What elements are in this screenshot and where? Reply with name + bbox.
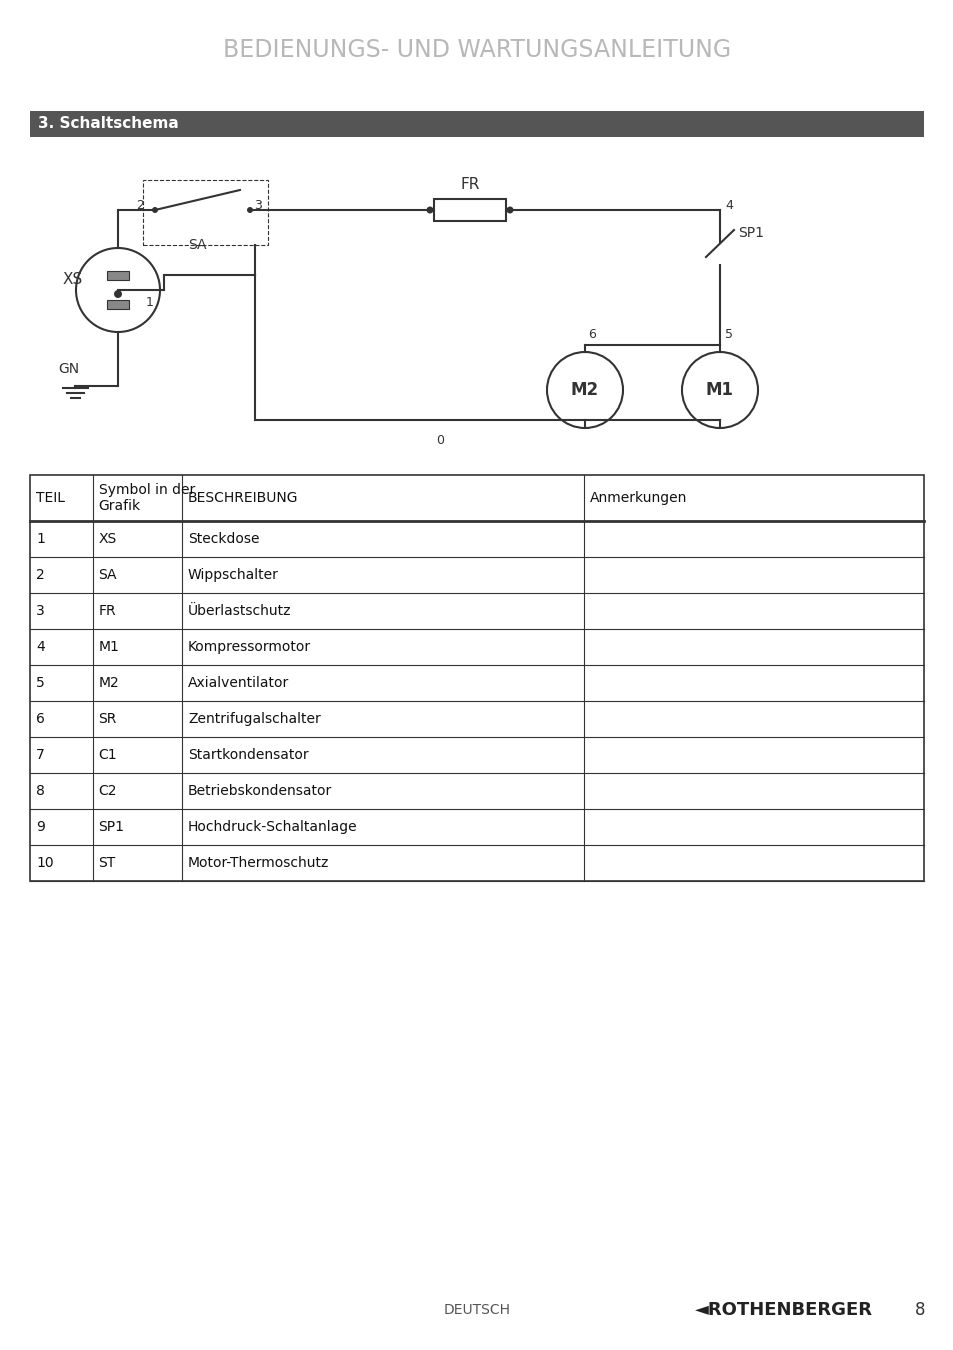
Text: 4: 4	[36, 640, 45, 653]
Text: 9: 9	[36, 819, 45, 834]
Text: 3. Schaltschema: 3. Schaltschema	[38, 116, 178, 131]
Text: 8: 8	[36, 784, 45, 798]
Bar	[30, 111, 923, 136]
Text: Wippschalter: Wippschalter	[188, 568, 278, 582]
Text: 5: 5	[36, 676, 45, 690]
Text: ST: ST	[98, 856, 115, 869]
Bar	[107, 300, 129, 309]
Circle shape	[506, 207, 513, 213]
Text: 6: 6	[587, 328, 596, 342]
Text: Steckdose: Steckdose	[188, 532, 259, 545]
Text: TEIL: TEIL	[36, 491, 65, 505]
Text: Überlastschutz: Überlastschutz	[188, 603, 292, 618]
Text: Symbol in der
Grafik: Symbol in der Grafik	[98, 483, 194, 513]
Text: BESCHREIBUNG: BESCHREIBUNG	[188, 491, 298, 505]
Circle shape	[426, 207, 433, 213]
Text: 1: 1	[36, 532, 45, 545]
Text: Startkondensator: Startkondensator	[188, 748, 308, 761]
Text: DEUTSCH: DEUTSCH	[443, 1303, 510, 1318]
Text: 2: 2	[136, 198, 144, 212]
Text: C2: C2	[98, 784, 117, 798]
Bar	[434, 198, 505, 221]
Text: SP1: SP1	[98, 819, 125, 834]
Text: M2: M2	[570, 381, 598, 400]
Text: SP1: SP1	[738, 225, 763, 240]
Text: 1: 1	[146, 296, 153, 309]
Text: Betriebskondensator: Betriebskondensator	[188, 784, 332, 798]
Text: Hochdruck-Schaltanlage: Hochdruck-Schaltanlage	[188, 819, 357, 834]
Bar	[30, 475, 923, 882]
Text: BEDIENUNGS- UND WARTUNGSANLEITUNG: BEDIENUNGS- UND WARTUNGSANLEITUNG	[223, 38, 730, 62]
Text: GN: GN	[58, 362, 79, 377]
Text: FR: FR	[460, 177, 479, 192]
Text: Motor-Thermoschutz: Motor-Thermoschutz	[188, 856, 329, 869]
Text: 0: 0	[436, 433, 443, 447]
Circle shape	[113, 290, 122, 298]
Text: XS: XS	[63, 273, 83, 288]
Circle shape	[247, 207, 253, 213]
Text: XS: XS	[98, 532, 116, 545]
Text: SA: SA	[98, 568, 117, 582]
Text: SR: SR	[98, 711, 117, 726]
Text: M2: M2	[98, 676, 119, 690]
Text: Anmerkungen: Anmerkungen	[590, 491, 687, 505]
Bar	[143, 180, 268, 244]
Text: FR: FR	[98, 603, 116, 618]
Text: SA: SA	[188, 238, 207, 252]
Text: C1: C1	[98, 748, 117, 761]
Text: 5: 5	[724, 328, 732, 342]
Text: M1: M1	[98, 640, 119, 653]
Text: 3: 3	[36, 603, 45, 618]
Text: M1: M1	[705, 381, 733, 400]
Text: 7: 7	[36, 748, 45, 761]
Text: Axialventilator: Axialventilator	[188, 676, 289, 690]
Text: Zentrifugalschalter: Zentrifugalschalter	[188, 711, 320, 726]
Circle shape	[152, 207, 158, 213]
Text: 2: 2	[36, 568, 45, 582]
Text: 8: 8	[914, 1301, 924, 1319]
Text: 6: 6	[36, 711, 45, 726]
Text: 10: 10	[36, 856, 53, 869]
Text: 4: 4	[724, 198, 732, 212]
Text: 3: 3	[253, 198, 262, 212]
Bar	[107, 271, 129, 279]
Text: ◄ROTHENBERGER: ◄ROTHENBERGER	[695, 1301, 872, 1319]
Text: Kompressormotor: Kompressormotor	[188, 640, 311, 653]
